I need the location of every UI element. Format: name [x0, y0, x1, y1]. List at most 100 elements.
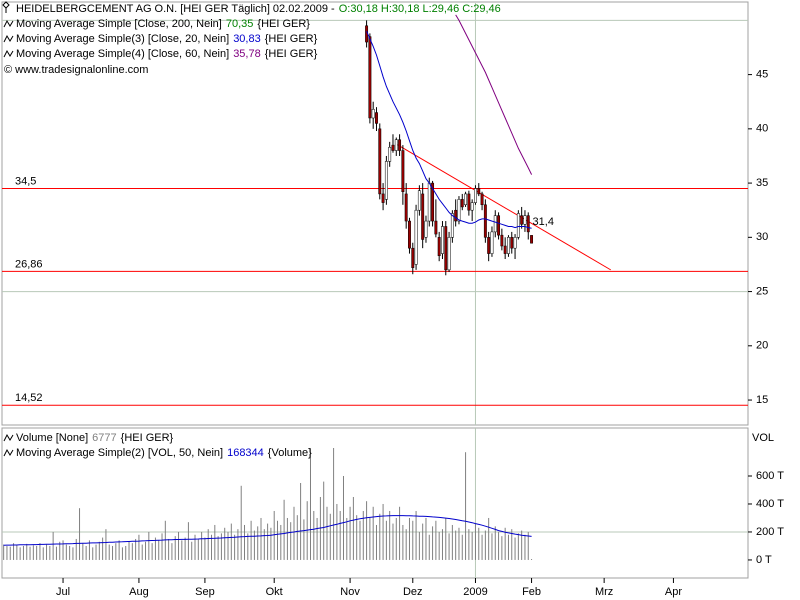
legend-text: 30,83 — [233, 33, 261, 45]
candle-body — [503, 245, 507, 254]
y-tick-label: 25 — [756, 285, 768, 297]
candle-body — [371, 109, 375, 119]
volume-bar — [316, 517, 318, 560]
y-tick-label: 400 T — [756, 498, 784, 510]
volume-bar — [362, 510, 364, 560]
volume-bar — [59, 541, 61, 560]
legend-text: {Volume} — [268, 447, 312, 459]
legend-entry: Moving Average Simple [Close, 200, Nein]… — [16, 18, 310, 30]
volume-bar — [270, 527, 272, 560]
volume-bar — [82, 543, 84, 560]
legend-icon — [3, 433, 14, 442]
candle-body — [490, 231, 494, 254]
legend-text: {HEI GER} — [265, 33, 318, 45]
legend-text: {HEI GER} — [265, 48, 318, 60]
candle-body — [394, 139, 398, 151]
legend-icon — [3, 49, 14, 58]
volume-bar — [428, 534, 430, 560]
volume-bar — [385, 520, 387, 560]
candle-body — [421, 193, 425, 240]
volume-bar — [511, 529, 513, 560]
candle-body — [417, 190, 421, 211]
candle-body — [454, 209, 458, 222]
x-tick-label: Feb — [522, 586, 541, 598]
volume-bar — [105, 529, 107, 560]
candle-body — [474, 188, 477, 203]
candle-body — [431, 182, 435, 222]
volume-bar — [461, 534, 463, 560]
candle-body — [414, 209, 418, 265]
volume-bar — [171, 543, 173, 560]
volume-bar — [85, 545, 87, 560]
volume-bar — [42, 547, 44, 560]
candle-body — [487, 237, 491, 254]
candle-body — [500, 234, 504, 247]
price-panel — [1, 1, 749, 426]
volume-bar — [187, 522, 189, 560]
y-axis-label: VOL — [752, 432, 774, 444]
candle-body — [530, 235, 534, 244]
volume-bar — [280, 524, 282, 560]
x-tick-label: Mrz — [595, 586, 613, 598]
volume-bar — [204, 537, 206, 560]
volume-bar — [405, 529, 407, 560]
volume-bar — [230, 523, 232, 560]
x-tick-label: 2009 — [463, 586, 487, 598]
legend-entry: Moving Average Simple(3) [Close, 20, Nei… — [16, 33, 318, 45]
volume-bar — [527, 531, 529, 560]
candle-body — [450, 213, 454, 238]
volume-bar — [352, 496, 354, 560]
volume-bar — [102, 537, 104, 560]
ma-line — [366, 31, 532, 229]
legend-entry: HEIDELBERGCEMENT AG O.N. [HEI GER Täglic… — [16, 3, 501, 15]
candle-body — [388, 147, 392, 162]
volume-bar — [309, 448, 311, 560]
volume-bar — [349, 506, 351, 560]
volume-bar — [69, 545, 71, 560]
volume-bar — [267, 523, 269, 560]
volume-bar — [36, 545, 38, 560]
volume-bar — [435, 520, 437, 560]
legend-text: O:30,18 H:30,18 L:29,46 C:29,46 — [339, 3, 501, 15]
volume-bar — [201, 531, 203, 560]
volume-bar — [488, 517, 490, 560]
volume-bar — [501, 536, 503, 560]
volume-bar — [95, 544, 97, 560]
volume-bar — [260, 517, 262, 560]
volume-panel — [1, 427, 749, 579]
legend-text: Moving Average Simple(2) [VOL, 50, Nein] — [16, 447, 223, 459]
y-tick-label: 40 — [756, 123, 768, 135]
volume-bar — [191, 541, 193, 560]
legend-entry: Volume [None] 6777 {HEI GER} — [16, 432, 174, 444]
y-tick-label: 200 T — [756, 526, 784, 538]
volume-bar — [465, 452, 467, 560]
volume-bar — [366, 501, 368, 560]
volume-bar — [399, 506, 401, 560]
volume-bar — [507, 534, 509, 560]
volume-bar — [62, 540, 64, 560]
x-tick-label: Jul — [56, 586, 70, 598]
candle-body — [384, 161, 388, 200]
volume-bar — [3, 544, 5, 560]
volume-bar — [531, 559, 533, 560]
volume-bar — [141, 544, 143, 560]
volume-bar — [283, 499, 285, 560]
candle-body — [513, 237, 517, 249]
volume-bar — [168, 538, 170, 560]
volume-bar — [458, 527, 460, 560]
candle-body — [497, 215, 501, 236]
volume-bar — [26, 543, 28, 560]
volume-bar — [432, 526, 434, 560]
legend-entry: Moving Average Simple(2) [VOL, 50, Nein]… — [16, 447, 312, 459]
level-label: 14,52 — [15, 392, 43, 404]
volume-bar — [524, 534, 526, 560]
volume-bar — [369, 517, 371, 560]
volume-bar — [455, 530, 457, 560]
volume-bar — [277, 520, 279, 560]
volume-bar — [217, 536, 219, 560]
volume-bar — [88, 540, 90, 560]
volume-bar — [75, 538, 77, 560]
volume-bar — [244, 524, 246, 560]
candle-body — [427, 182, 431, 222]
volume-bar — [240, 485, 242, 560]
